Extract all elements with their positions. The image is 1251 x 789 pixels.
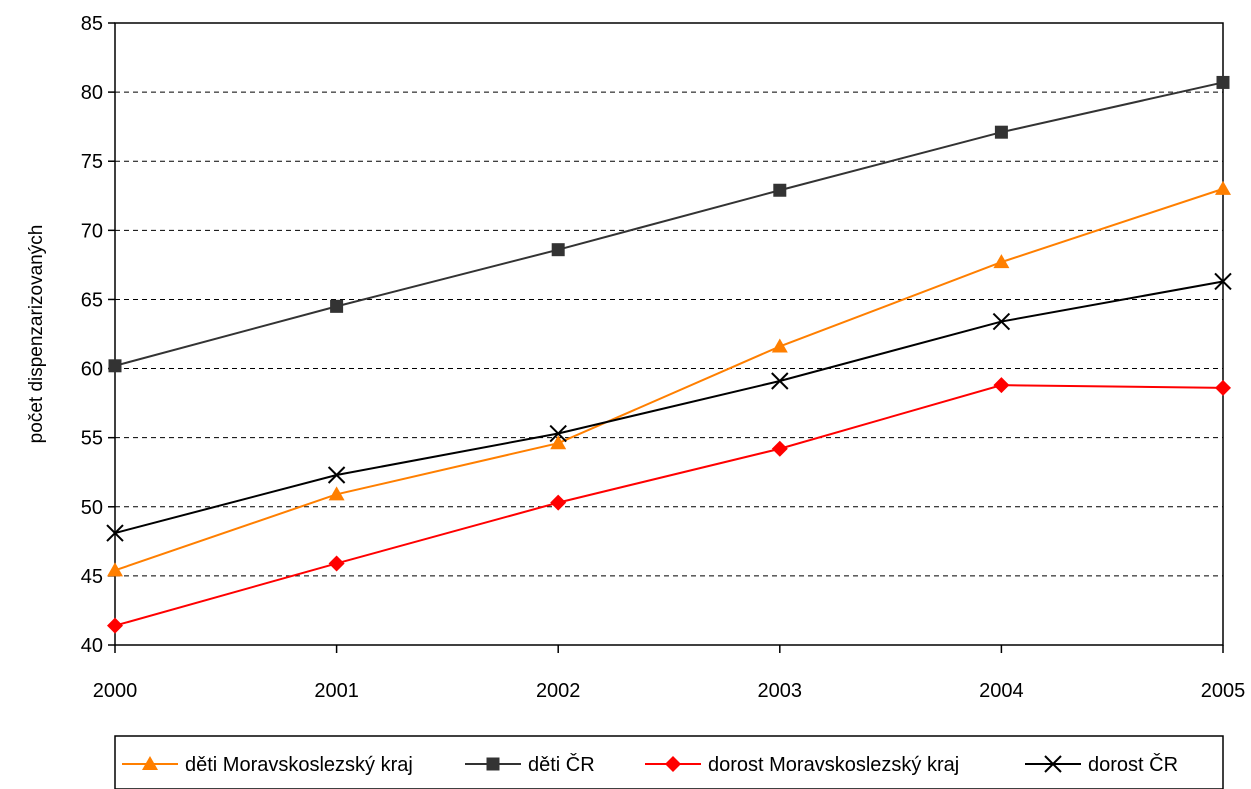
data-point xyxy=(771,338,788,353)
legend-marker xyxy=(486,757,500,771)
data-point xyxy=(328,555,345,572)
legend-marker xyxy=(1044,755,1062,773)
y-axis-title: počet dispenzarizovaných xyxy=(26,225,47,444)
x-marker-stroke xyxy=(992,312,1011,331)
x-tick-label: 2001 xyxy=(314,680,359,702)
x-tick-label: 2003 xyxy=(758,680,803,702)
x-tick-label: 2004 xyxy=(979,680,1024,702)
legend-marker xyxy=(665,756,681,772)
x-marker-stroke xyxy=(1214,272,1232,291)
plot-area xyxy=(114,22,1224,646)
series-line xyxy=(114,187,1224,572)
data-point xyxy=(330,299,344,313)
data-point xyxy=(549,424,567,443)
series-line xyxy=(114,384,1224,627)
y-tick-label: 40 xyxy=(81,635,103,657)
legend-item: dorost Moravskoslezský kraj xyxy=(645,754,959,776)
y-tick-label: 75 xyxy=(81,151,103,173)
x-marker-stroke xyxy=(1044,755,1062,773)
legend-marker xyxy=(142,756,158,770)
x-tick-label: 2005 xyxy=(1201,680,1246,702)
legend-item: děti Moravskoslezský kraj xyxy=(122,754,413,776)
data-point xyxy=(108,359,122,373)
legend-label: dorost Moravskoslezský kraj xyxy=(708,754,959,776)
data-point xyxy=(106,524,124,542)
x-tick-label: 2002 xyxy=(536,680,581,702)
series-line xyxy=(114,81,1224,367)
series-2 xyxy=(108,75,1230,373)
y-tick-label: 50 xyxy=(81,497,103,519)
data-point xyxy=(993,254,1010,269)
series-lines xyxy=(106,75,1232,634)
data-point xyxy=(1215,379,1231,396)
data-point xyxy=(327,466,346,484)
y-tick-label: 55 xyxy=(81,428,103,450)
data-point xyxy=(773,183,787,197)
legend: děti Moravskoslezský kraj děti ČR dorost M… xyxy=(114,735,1224,789)
data-point xyxy=(328,486,345,501)
y-tick-label: 65 xyxy=(81,289,103,311)
y-axis-ticks: 40 45 50 55 60 65 70 75 80 85 xyxy=(81,13,115,657)
series-3 xyxy=(107,377,1231,634)
legend-label: děti ČR xyxy=(528,753,595,776)
x-axis-ticks: 2000 2001 2002 2003 2004 2005 xyxy=(93,645,1246,702)
y-tick-label: 70 xyxy=(81,220,103,242)
legend-label: dorost ČR xyxy=(1088,753,1178,776)
series-4 xyxy=(106,272,1232,542)
data-point xyxy=(550,435,567,450)
data-point xyxy=(1216,75,1230,89)
legend-item: dorost ČR xyxy=(1025,753,1178,776)
grid-lines xyxy=(115,91,1223,577)
series-line xyxy=(114,280,1224,535)
y-tick-label: 60 xyxy=(81,359,103,381)
y-tick-label: 45 xyxy=(81,566,103,588)
data-point xyxy=(1214,272,1232,291)
data-point xyxy=(994,125,1008,139)
x-tick-label: 2000 xyxy=(93,680,138,702)
data-point xyxy=(1215,180,1231,195)
y-tick-label: 80 xyxy=(81,82,103,104)
x-marker-stroke xyxy=(771,372,789,390)
series-1 xyxy=(107,180,1231,577)
x-marker-stroke xyxy=(327,466,346,484)
data-point xyxy=(107,562,123,577)
data-point xyxy=(771,372,789,390)
y-tick-label: 85 xyxy=(81,13,103,35)
data-point xyxy=(992,312,1011,331)
legend-label: děti Moravskoslezský kraj xyxy=(185,754,413,776)
x-marker-stroke xyxy=(549,424,567,443)
data-point xyxy=(107,617,123,634)
data-point xyxy=(771,440,788,457)
x-marker-stroke xyxy=(106,524,124,542)
data-point xyxy=(551,243,565,257)
data-point xyxy=(993,377,1010,394)
data-point xyxy=(550,494,567,511)
legend-item: děti ČR xyxy=(465,753,595,776)
